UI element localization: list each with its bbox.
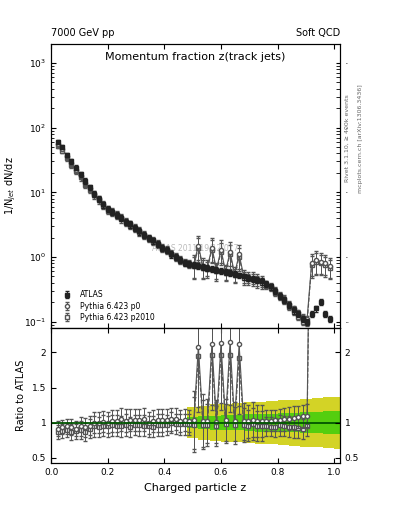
Y-axis label: Ratio to ATLAS: Ratio to ATLAS [16, 360, 26, 431]
Text: Momentum fraction z(track jets): Momentum fraction z(track jets) [105, 52, 286, 62]
Text: ATLAS 2011 19/12/017: ATLAS 2011 19/12/017 [152, 244, 239, 253]
Text: 7000 GeV pp: 7000 GeV pp [51, 28, 115, 38]
X-axis label: Charged particle z: Charged particle z [144, 483, 247, 493]
Text: Rivet 3.1.10, ≥ 400k events: Rivet 3.1.10, ≥ 400k events [345, 94, 350, 182]
Text: mcplots.cern.ch [arXiv:1306.3436]: mcplots.cern.ch [arXiv:1306.3436] [358, 84, 363, 193]
Text: Soft QCD: Soft QCD [296, 28, 340, 38]
Y-axis label: 1/N$_{jet}$ dN/dz: 1/N$_{jet}$ dN/dz [4, 156, 18, 215]
Legend: ATLAS, Pythia 6.423 p0, Pythia 6.423 p2010: ATLAS, Pythia 6.423 p0, Pythia 6.423 p20… [54, 287, 158, 325]
